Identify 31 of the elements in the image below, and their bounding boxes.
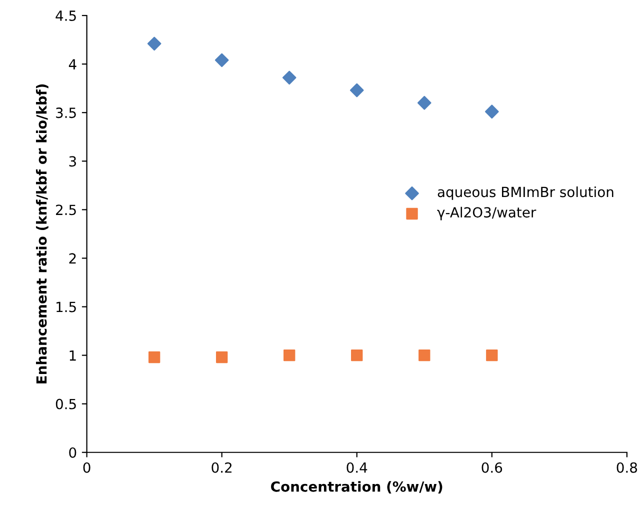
y-tick-label: 0.5	[56, 398, 76, 410]
y-tick-label: 4	[68, 59, 76, 70]
legend-label: aqueous BMImBr solution	[438, 186, 614, 200]
point	[417, 96, 432, 110]
y-tick-label: 3.5	[56, 108, 76, 118]
legend-label: γ-Al2O3/water	[437, 206, 536, 220]
point	[351, 349, 363, 362]
y-tick-label: 3	[69, 156, 76, 167]
point	[282, 70, 296, 85]
point	[216, 351, 228, 364]
x-tick-label: 0.8	[616, 462, 638, 473]
x-tick-label: 0.2	[212, 462, 232, 473]
x-tick-label: 0	[83, 462, 90, 473]
point	[418, 349, 430, 362]
x-tick-label: 0.6	[482, 462, 502, 473]
point	[486, 349, 498, 362]
point	[284, 349, 296, 362]
y-tick-label: 4.5	[56, 10, 76, 21]
y-axis-title: Enhancement ratio (knf/kbf or kio/kbf)	[36, 84, 48, 384]
point	[148, 351, 160, 364]
y-tick-label: 0	[69, 447, 76, 458]
y-tick-label: 1	[70, 350, 76, 361]
y-tick-label: 1.5	[56, 302, 76, 312]
point	[147, 36, 162, 51]
y-tick-label: 2	[69, 253, 76, 264]
point	[214, 53, 229, 68]
x-tick-label: 0.4	[346, 462, 368, 473]
point	[350, 83, 364, 98]
point	[484, 104, 499, 119]
x-axis-title: Concentration (%w/w)	[271, 481, 442, 494]
y-tick-label: 2.5	[56, 204, 76, 216]
